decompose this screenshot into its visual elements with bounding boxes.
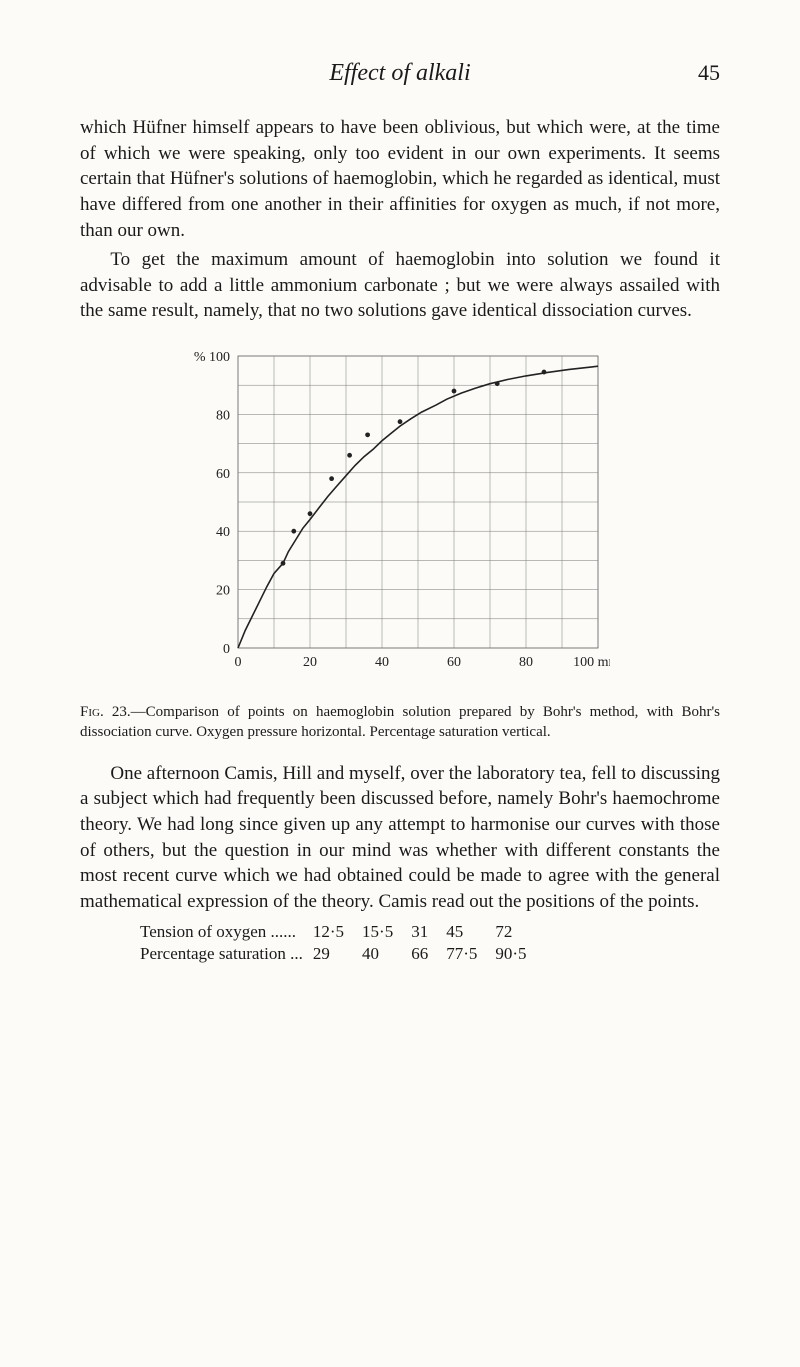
svg-text:80: 80 xyxy=(216,409,230,424)
running-head: Effect of alkali 45 xyxy=(80,60,720,87)
svg-text:80: 80 xyxy=(519,655,533,670)
table-row: Tension of oxygen ...... 12·5 15·5 31 45… xyxy=(140,921,545,943)
figure-23: 0 20 40 60 80 100 mm. 0 20 40 60 80 % 100 xyxy=(190,342,610,687)
svg-text:40: 40 xyxy=(375,655,389,670)
cell: 72 xyxy=(495,921,544,943)
svg-text:100 mm.: 100 mm. xyxy=(573,655,610,670)
running-title: Effect of alkali xyxy=(120,60,680,87)
data-table: Tension of oxygen ...... 12·5 15·5 31 45… xyxy=(140,921,545,965)
cell: 12·5 xyxy=(313,921,362,943)
cell: 66 xyxy=(411,943,446,965)
dissociation-curve-chart: 0 20 40 60 80 100 mm. 0 20 40 60 80 % 100 xyxy=(190,342,610,682)
caption-number: 23. xyxy=(112,704,131,720)
svg-text:0: 0 xyxy=(235,655,242,670)
svg-text:20: 20 xyxy=(216,584,230,599)
cell: 90·5 xyxy=(495,943,544,965)
row-label: Tension of oxygen ...... xyxy=(140,921,313,943)
table-row: Percentage saturation ... 29 40 66 77·5 … xyxy=(140,943,545,965)
row-label: Percentage saturation ... xyxy=(140,943,313,965)
caption-text: —Comparison of points on haemoglobin sol… xyxy=(80,704,720,740)
cell: 45 xyxy=(446,921,495,943)
cell: 29 xyxy=(313,943,362,965)
caption-label: Fig. xyxy=(80,704,104,720)
paragraph-3: One afternoon Camis, Hill and myself, ov… xyxy=(80,761,720,915)
svg-text:40: 40 xyxy=(216,525,230,540)
svg-text:60: 60 xyxy=(216,467,230,482)
svg-text:% 100: % 100 xyxy=(194,350,230,365)
cell: 77·5 xyxy=(446,943,495,965)
svg-text:20: 20 xyxy=(303,655,317,670)
cell: 15·5 xyxy=(362,921,411,943)
cell: 31 xyxy=(411,921,446,943)
svg-text:0: 0 xyxy=(223,642,230,657)
page: Effect of alkali 45 which Hüfner himself… xyxy=(0,0,800,1367)
figure-caption: Fig. 23.—Comparison of points on haemogl… xyxy=(80,703,720,743)
svg-text:60: 60 xyxy=(447,655,461,670)
page-number: 45 xyxy=(680,60,720,86)
cell: 40 xyxy=(362,943,411,965)
paragraph-2: To get the maximum amount of haemoglobin… xyxy=(80,247,720,324)
paragraph-1: which Hüfner himself appears to have bee… xyxy=(80,115,720,243)
